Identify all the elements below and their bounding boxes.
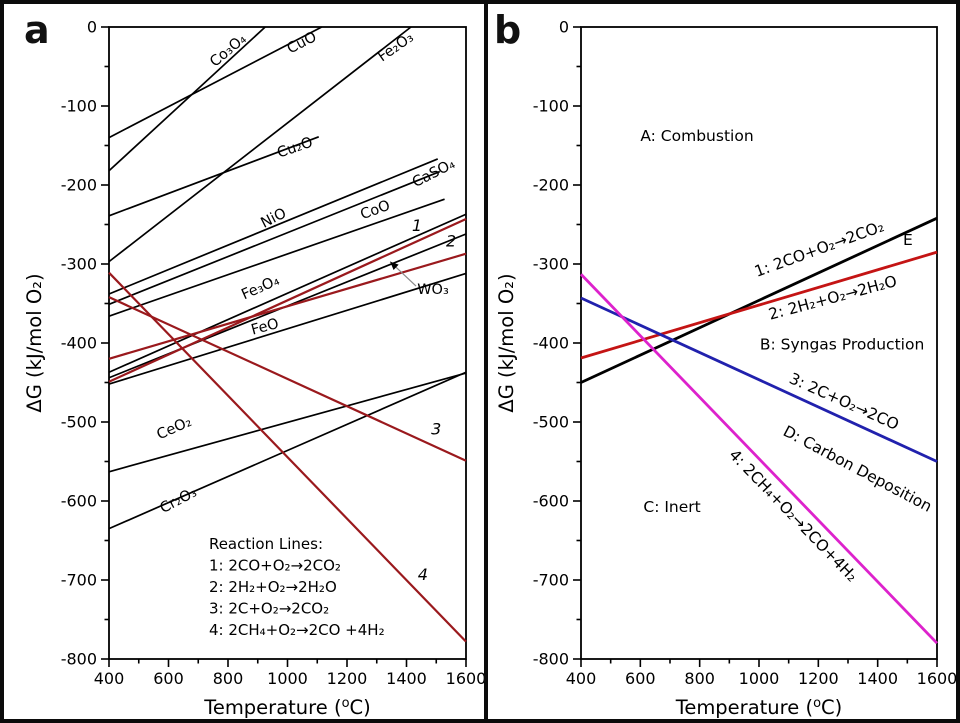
panel-divider	[484, 4, 488, 719]
series-line-reaction-4	[108, 271, 467, 643]
series-label-reaction-2: 2	[446, 232, 456, 251]
series-line-Cu2O	[108, 136, 320, 217]
region-label-B: B: Syngas Production	[760, 335, 924, 353]
y-tick-label: -600	[61, 492, 97, 511]
series-line-line-4-CH4-partial-oxidation	[579, 273, 939, 645]
y-tick-label: -700	[533, 571, 569, 590]
y-tick-label: -500	[533, 413, 569, 432]
panel-label-a: a	[24, 8, 50, 52]
series-line-reaction-1	[108, 217, 467, 383]
series-label-FeO: FeO	[250, 316, 281, 339]
legend-item-4: 4: 2CH₄+O₂→2CO +4H₂	[209, 621, 385, 639]
series-line-line-3-C-partial-oxidation	[580, 296, 938, 463]
y-tick-label: 0	[559, 18, 569, 37]
x-tick-label: 1000	[267, 669, 308, 688]
series-label-reaction-1: 1	[412, 216, 422, 235]
panel-a: 400 600 800 1000 1200 1400 1600 0 -100 -200 -300 -4…	[23, 18, 486, 720]
x-tick-label: 1200	[327, 669, 368, 688]
series-line-Co3O4	[108, 26, 266, 172]
y-axis-title: ΔG (kJ/mol O₂)	[495, 273, 518, 412]
x-axis-title: Temperature (oC)	[675, 696, 843, 719]
series-line-CoO	[108, 198, 445, 317]
series-line-Fe3O4	[108, 213, 467, 374]
x-tick-label: 1400	[386, 669, 427, 688]
x-tick-label: 400	[566, 669, 597, 688]
plot-frame	[108, 26, 467, 660]
y-tick-label: -500	[61, 413, 97, 432]
legend-item-1: 1: 2CO+O₂→2CO₂	[209, 557, 341, 575]
region-label-C: C: Inert	[643, 498, 700, 516]
panel-label-b: b	[494, 8, 522, 52]
series-line-reaction-3	[108, 296, 467, 462]
series-line-line-2-H2-combustion	[580, 250, 938, 360]
region-label-E: E	[903, 231, 913, 249]
y-tick-label: -600	[533, 492, 569, 511]
series-label-reaction-3: 3	[431, 420, 441, 439]
series-line-NiO	[108, 170, 441, 306]
series-line-CuO	[108, 26, 323, 139]
legend-item-3: 3: 2C+O₂→2CO₂	[209, 600, 329, 618]
y-tick-label: -400	[533, 334, 569, 353]
series-line-CaSO4	[108, 158, 439, 295]
wo3-arrowhead-icon	[390, 261, 399, 270]
y-tick-label: -700	[61, 571, 97, 590]
x-tick-label: 1000	[739, 669, 780, 688]
x-axis-title: Temperature (oC)	[203, 696, 371, 719]
x-tick-label: 400	[94, 669, 125, 688]
y-axis-title: ΔG (kJ/mol O₂)	[23, 273, 46, 412]
y-tick-label: -300	[61, 255, 97, 274]
y-tick-label: -100	[61, 97, 97, 116]
y-tick-label: -800	[61, 650, 97, 669]
region-label-A: A: Combustion	[640, 127, 753, 145]
y-tick-label: 0	[87, 18, 97, 37]
x-tick-label: 1400	[857, 669, 898, 688]
panel-b: 400 600 800 1000 1200 1400 1600 0 -100 -200 -300 -4…	[495, 18, 958, 720]
series-line-line-1-CO-combustion	[580, 216, 938, 384]
series-line-Fe2O3	[108, 26, 412, 263]
x-tick-label: 1600	[446, 669, 487, 688]
legend-item-2: 2: 2H₂+O₂→2H₂O	[209, 578, 337, 596]
series-line-reaction-2	[108, 252, 467, 360]
x-tick-label: 1600	[917, 669, 958, 688]
legend-title: Reaction Lines:	[209, 535, 323, 553]
x-tick-label: 800	[684, 669, 715, 688]
x-tick-label: 1200	[798, 669, 839, 688]
plot-frame	[580, 26, 938, 660]
y-tick-label: -400	[61, 334, 97, 353]
series-label-reaction-4: 4	[418, 565, 428, 584]
y-tick-label: -800	[533, 650, 569, 669]
y-tick-label: -100	[533, 97, 569, 116]
x-tick-label: 600	[153, 669, 184, 688]
series-line-CeO2	[108, 372, 467, 473]
x-tick-label: 600	[625, 669, 656, 688]
series-line-Cr2O3	[108, 371, 467, 530]
y-tick-label: -300	[533, 255, 569, 274]
y-tick-label: -200	[61, 176, 97, 195]
y-tick-label: -200	[533, 176, 569, 195]
x-tick-label: 800	[213, 669, 244, 688]
series-line-FeO	[108, 272, 467, 385]
